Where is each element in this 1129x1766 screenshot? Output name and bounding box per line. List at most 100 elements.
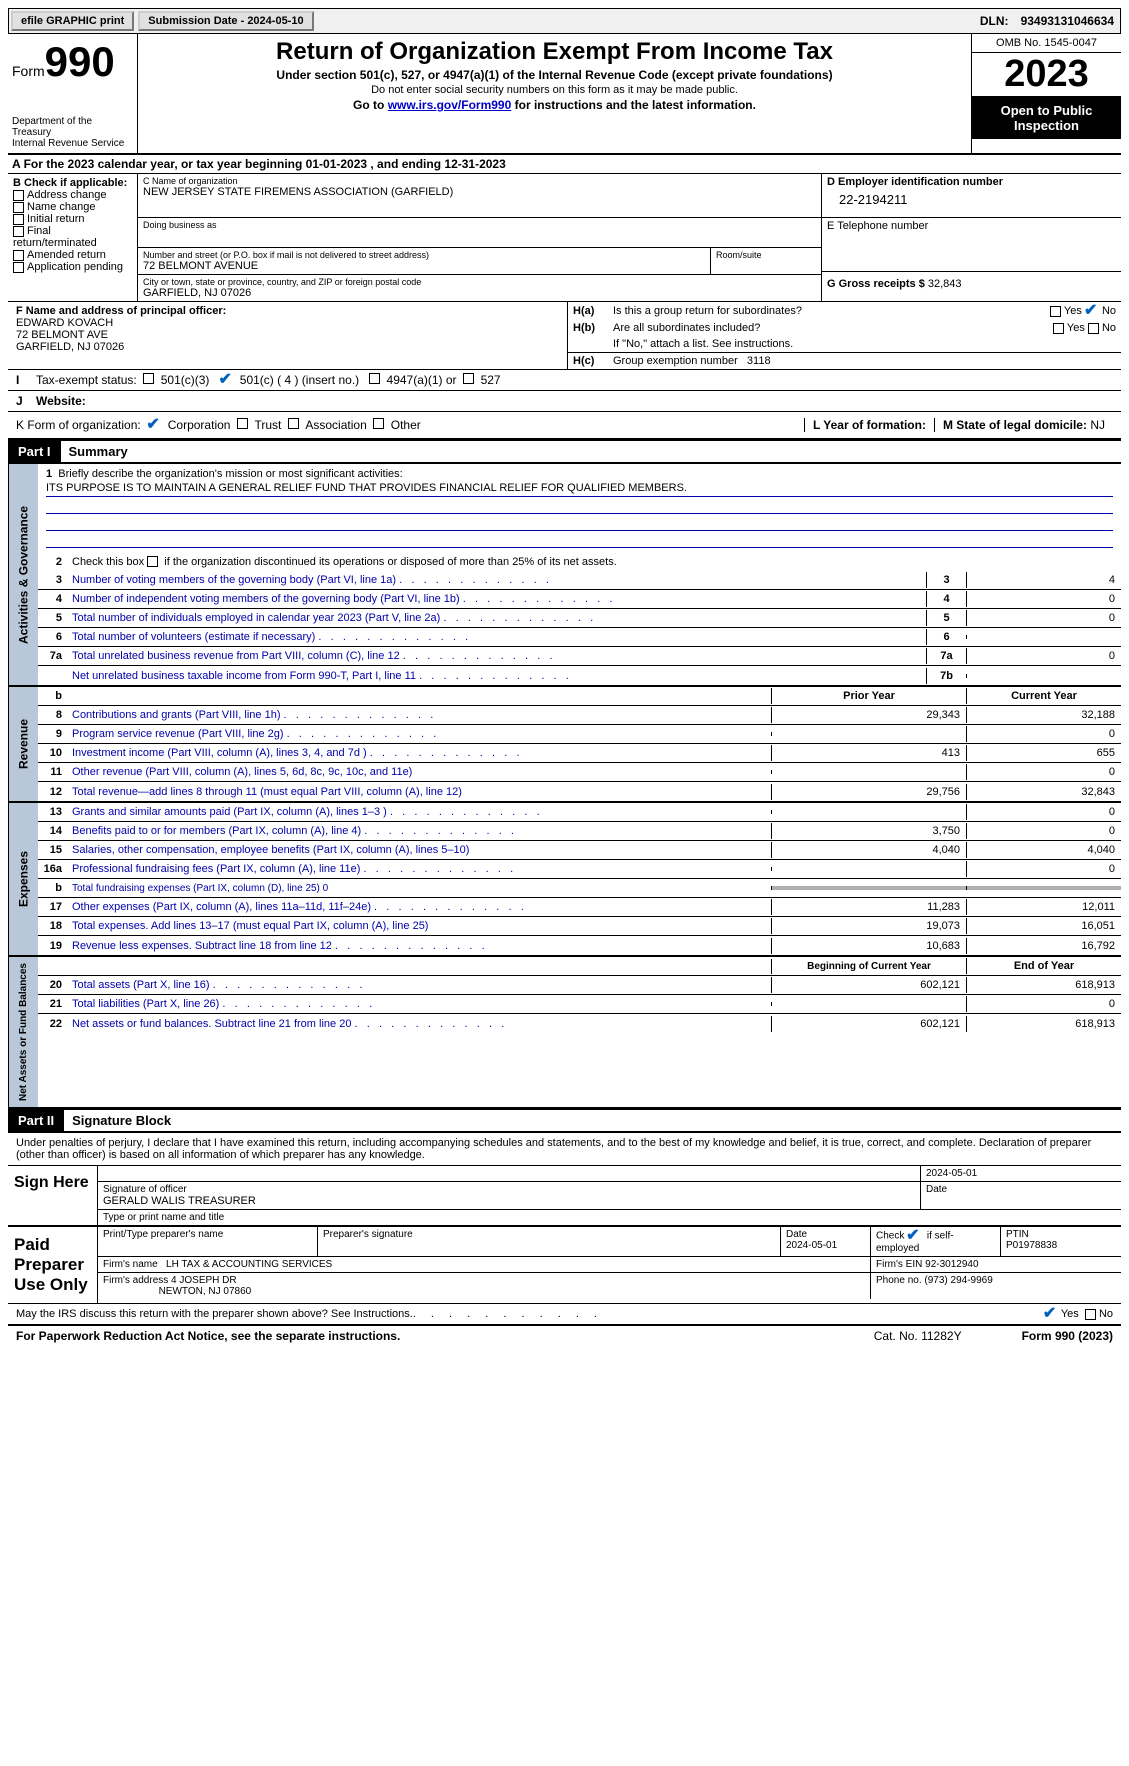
discuss-no-checkbox[interactable] [1085, 1309, 1096, 1320]
submission-date-button[interactable]: Submission Date - 2024-05-10 [138, 11, 313, 31]
line-7a-text: Total unrelated business revenue from Pa… [68, 648, 926, 664]
prep-sig-label: Preparer's signature [318, 1227, 781, 1256]
perjury-text: Under penalties of perjury, I declare th… [8, 1133, 1121, 1165]
firm-addr2: NEWTON, NJ 07860 [159, 1286, 252, 1297]
type-name-label: Type or print name and title [98, 1210, 1121, 1225]
prior-year-header: Prior Year [771, 688, 966, 704]
hb-yes-checkbox[interactable] [1053, 323, 1064, 334]
line-19-text: Revenue less expenses. Subtract line 18 … [68, 938, 771, 954]
line-18-text: Total expenses. Add lines 13–17 (must eq… [68, 918, 771, 934]
dln-value: 93493131046634 [1015, 14, 1120, 28]
501c3-checkbox[interactable] [143, 373, 154, 384]
line-16a-text: Professional fundraising fees (Part IX, … [68, 861, 771, 877]
checkbox-final-return[interactable] [13, 226, 24, 237]
trust-checkbox[interactable] [237, 418, 248, 429]
open-to-public: Open to Public Inspection [972, 97, 1121, 139]
activities-governance-label: Activities & Governance [8, 464, 38, 685]
efile-print-button[interactable]: efile GRAPHIC print [11, 11, 134, 31]
firm-phone: (973) 294-9969 [924, 1275, 992, 1286]
line-12-text: Total revenue—add lines 8 through 11 (mu… [68, 784, 771, 800]
form-title: Return of Organization Exempt From Incom… [142, 38, 967, 66]
checkbox-initial-return[interactable] [13, 214, 24, 225]
gross-receipts-value: 32,843 [928, 278, 962, 290]
ptin-value: P01978838 [1006, 1240, 1057, 1251]
form-org-label: K Form of organization: [16, 418, 141, 432]
box-f: F Name and address of principal officer:… [8, 302, 568, 369]
cat-no: Cat. No. 11282Y [874, 1329, 962, 1343]
begin-year-header: Beginning of Current Year [771, 959, 966, 974]
form-number: 990 [45, 38, 115, 85]
officer-label: F Name and address of principal officer: [16, 305, 226, 317]
addr-label: Number and street (or P.O. box if mail i… [143, 250, 705, 260]
tax-year: 2023 [972, 53, 1121, 97]
discuss-label: May the IRS discuss this return with the… [16, 1308, 413, 1320]
ein-label: D Employer identification number [827, 176, 1116, 188]
name-label: C Name of organization [143, 176, 816, 186]
line-6-val [966, 635, 1121, 639]
ha-yes-checkbox[interactable] [1050, 306, 1061, 317]
hb-no-checkbox[interactable] [1088, 323, 1099, 334]
line-6-text: Total number of volunteers (estimate if … [68, 629, 926, 645]
officer-addr1: 72 BELMONT AVE [16, 329, 559, 341]
prep-date: 2024-05-01 [786, 1240, 837, 1251]
checkbox-address-change[interactable] [13, 190, 24, 201]
ha-label: Is this a group return for subordinates? [613, 305, 1050, 317]
hc-label: Group exemption number [613, 355, 738, 367]
ein-value: 22-2194211 [827, 188, 1116, 211]
527-checkbox[interactable] [463, 373, 474, 384]
501c-checkbox[interactable] [219, 373, 233, 387]
line-4-val: 0 [966, 591, 1121, 607]
city-value: GARFIELD, NJ 07026 [143, 287, 816, 299]
line-9-text: Program service revenue (Part VIII, line… [68, 726, 771, 742]
box-b: B Check if applicable: Address change Na… [8, 174, 138, 301]
state-domicile-value: NJ [1090, 418, 1105, 432]
corp-checkbox[interactable] [147, 418, 161, 432]
phone-label: E Telephone number [827, 220, 1116, 232]
discuss-yes-checkbox[interactable] [1044, 1307, 1058, 1321]
line-22-text: Net assets or fund balances. Subtract li… [68, 1016, 771, 1032]
self-employed-checkbox[interactable] [907, 1229, 921, 1243]
ha-no-checkbox[interactable] [1085, 304, 1099, 318]
checkbox-name-change[interactable] [13, 202, 24, 213]
mission-text: ITS PURPOSE IS TO MAINTAIN A GENERAL REL… [46, 482, 1113, 497]
officer-sig-name: GERALD WALIS TREASURER [103, 1195, 915, 1207]
expenses-label: Expenses [8, 803, 38, 955]
4947-checkbox[interactable] [369, 373, 380, 384]
sign-here-label: Sign Here [8, 1166, 98, 1225]
part-1-header: Part I [8, 441, 61, 462]
revenue-label: Revenue [8, 687, 38, 801]
room-label: Room/suite [716, 250, 816, 260]
dba-label: Doing business as [143, 220, 816, 230]
firm-name: LH TAX & ACCOUNTING SERVICES [166, 1259, 332, 1270]
irs-link[interactable]: www.irs.gov/Form990 [388, 98, 512, 112]
form-word: Form [12, 63, 45, 79]
hc-value: 3118 [747, 355, 771, 367]
line-3-val: 4 [966, 572, 1121, 588]
line-21-text: Total liabilities (Part X, line 26) [68, 996, 771, 1012]
top-bar: efile GRAPHIC print Submission Date - 20… [8, 8, 1121, 34]
line-20-text: Total assets (Part X, line 16) [68, 977, 771, 993]
part-2-header: Part II [8, 1110, 64, 1131]
officer-name: EDWARD KOVACH [16, 317, 559, 329]
goto-pre: Go to [353, 98, 388, 112]
form-note: Do not enter social security numbers on … [142, 84, 967, 96]
city-label: City or town, state or province, country… [143, 277, 816, 287]
paid-preparer-label: Paid Preparer Use Only [8, 1227, 98, 1303]
other-checkbox[interactable] [373, 418, 384, 429]
line-a: A For the 2023 calendar year, or tax yea… [8, 155, 1121, 174]
checkbox-amended[interactable] [13, 250, 24, 261]
firm-ein: 92-3012940 [925, 1259, 978, 1270]
line-15-text: Salaries, other compensation, employee b… [68, 842, 771, 858]
gross-receipts-label: G Gross receipts $ [827, 278, 925, 290]
goto-post: for instructions and the latest informat… [511, 98, 756, 112]
website-label: Website: [36, 394, 86, 408]
line-4-text: Number of independent voting members of … [68, 591, 926, 607]
form-footer: Form 990 (2023) [1022, 1329, 1113, 1343]
box-b-title: B Check if applicable: [13, 177, 132, 189]
line-7b-text: Net unrelated business taxable income fr… [68, 668, 926, 684]
state-domicile-label: M State of legal domicile: [943, 418, 1087, 432]
checkbox-app-pending[interactable] [13, 262, 24, 273]
line2-checkbox[interactable] [147, 556, 158, 567]
end-year-header: End of Year [966, 958, 1121, 974]
assoc-checkbox[interactable] [288, 418, 299, 429]
